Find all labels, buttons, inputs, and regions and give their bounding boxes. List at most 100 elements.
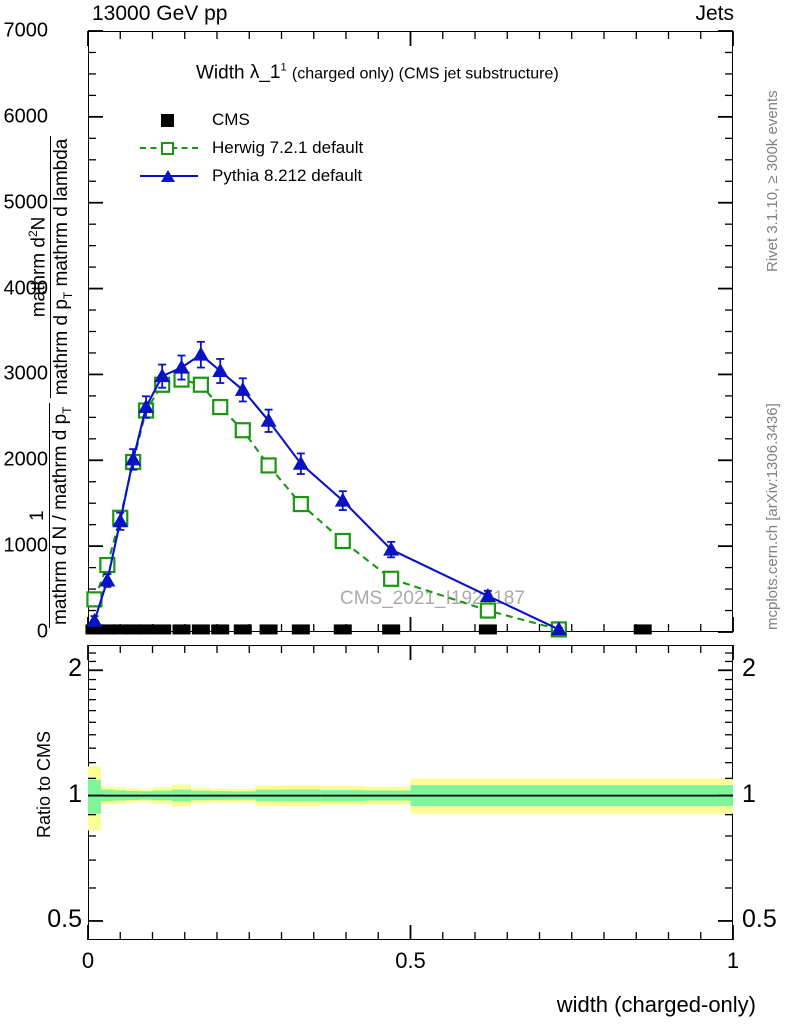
legend-item-herwig[interactable]: Herwig 7.2.1 default [140,134,363,162]
data-marker [212,362,229,377]
y-title-den: mathrm d pT mathrm d lambda [51,136,75,399]
legend-key-herwig [140,139,198,157]
data-marker [153,624,172,635]
legend-label-herwig: Herwig 7.2.1 default [212,138,364,157]
legend-label-pythia: Pythia 8.212 default [212,166,363,185]
y-tick-label: 4000 [3,277,49,300]
y-title-num: mathrm d2N [26,135,52,399]
ratio-y-tick-label: 0.5 [47,904,82,933]
y-tick-label: 5000 [3,191,49,214]
main-plot-panel [88,31,733,632]
data-marker [125,451,142,466]
legend-key-pythia [140,167,198,185]
data-marker [234,422,251,439]
y-tick-label: 6000 [3,105,49,128]
plot-title-lambda: λ_1 [249,62,281,84]
data-marker [633,624,652,635]
data-marker [173,359,190,374]
header-category: Jets [695,2,734,25]
y-title-num-N: N [28,216,50,231]
data-marker [291,624,310,635]
plot-title-rest: (charged only) (CMS jet substructure) [291,65,559,83]
data-marker [211,624,230,635]
ratio-y-tick-label: 2 [68,654,82,683]
data-marker [479,587,496,602]
data-marker [172,624,191,635]
ratio-axis-ticks [87,645,734,940]
data-marker [124,624,143,635]
y-title-num-d: mathrm d [28,237,50,318]
y-title-den-rest: mathrm d lambda [51,138,73,287]
filled-triangle-icon [161,170,175,182]
ratio-bands [88,766,733,831]
data-marker [478,624,497,635]
legend-item-cms[interactable]: CMS [140,106,363,134]
data-marker [111,624,130,635]
x-tick-label: 1 [726,948,740,973]
y-title-den-dp: mathrm d p [51,299,73,396]
data-marker [98,624,117,635]
ratio-y-axis-title: Ratio to CMS [34,730,54,838]
data-marker [233,624,252,635]
data-marker [154,368,171,383]
data-marker [86,612,103,627]
series-pythia [86,340,567,636]
legend-item-pythia[interactable]: Pythia 8.212 default [140,162,363,190]
data-marker [383,570,400,587]
y-tick-label: 7000 [3,19,49,42]
data-marker [383,541,400,556]
y-title-den-sub: T [61,291,76,300]
data-marker [292,455,309,470]
watermark-analysis-id: CMS_2021_I1920187 [340,588,525,609]
data-marker [138,399,155,414]
legend: CMS Herwig 7.2.1 default Pythia 8.212 de… [140,106,363,190]
y-tick-label: 2000 [3,448,49,471]
data-marker [112,513,129,528]
data-marker [334,492,351,507]
data-marker [292,495,309,513]
legend-key-cms [140,111,198,129]
plot-title-symbol: λ_11 [250,62,292,83]
plot-title-main: Width [196,62,245,84]
data-marker [192,376,209,393]
data-marker [212,398,229,416]
data-marker [259,624,278,635]
ratio-y-tick-label: 0.5 [742,904,777,933]
data-marker [382,624,401,635]
y-title-prefix-den-text: mathrm d N / mathrm d p [50,413,72,625]
y-title-main-fraction: mathrm d2N mathrm d pT mathrm d lambda [26,135,75,399]
data-marker [192,346,209,361]
x-axis-title: width (charged-only) [556,992,756,1017]
data-marker [260,412,277,427]
plot-title-exponent: 1 [280,62,287,74]
sidenote-mcplots: mcplots.cern.ch [arXiv:1306.3436] [764,403,781,630]
data-marker [334,532,351,550]
main-y-axis-title: 1 mathrm d N / mathrm d pT mathrm d2N ma… [26,135,75,628]
x-tick-label: 0.5 [395,948,426,973]
y-title-prefix-den-sub: T [59,406,74,414]
ratio-y-tick-label: 2 [742,654,756,683]
plot-title: Width λ_11 (charged only) (CMS jet subst… [196,62,559,84]
y-tick-label: 1000 [3,534,49,557]
main-axis-ticks [87,30,734,633]
series-cms [85,624,652,635]
data-marker [191,624,210,635]
data-marker [99,572,116,587]
ratio-band-green [88,779,101,814]
y-title-prefix-den: mathrm d N / mathrm d pT [50,403,74,628]
y-title-prefix-fraction: 1 mathrm d N / mathrm d pT [27,403,74,628]
series-line [93,353,560,631]
data-marker [333,624,352,635]
header-beam-energy: 13000 GeV pp [92,2,228,25]
y-title-prefix-num: 1 [27,403,51,628]
y-title-num-sup: 2 [26,230,40,238]
data-marker [260,457,277,474]
data-marker [85,624,104,635]
y-tick-label: 0 [36,620,48,643]
legend-label-cms: CMS [212,110,250,129]
ratio-y-tick-label: 1 [68,779,82,808]
filled-square-icon [161,114,174,127]
data-marker [550,621,567,636]
